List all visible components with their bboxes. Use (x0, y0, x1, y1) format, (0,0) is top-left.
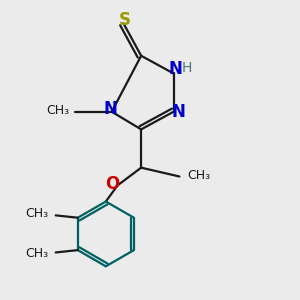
Text: CH₃: CH₃ (46, 104, 70, 117)
Text: O: O (105, 175, 119, 193)
Text: N: N (103, 100, 117, 118)
Text: S: S (119, 11, 131, 29)
Text: H: H (182, 61, 192, 75)
Text: CH₃: CH₃ (25, 248, 48, 260)
Text: CH₃: CH₃ (25, 206, 48, 220)
Text: N: N (172, 103, 185, 121)
Text: N: N (168, 60, 182, 78)
Text: CH₃: CH₃ (187, 169, 210, 182)
